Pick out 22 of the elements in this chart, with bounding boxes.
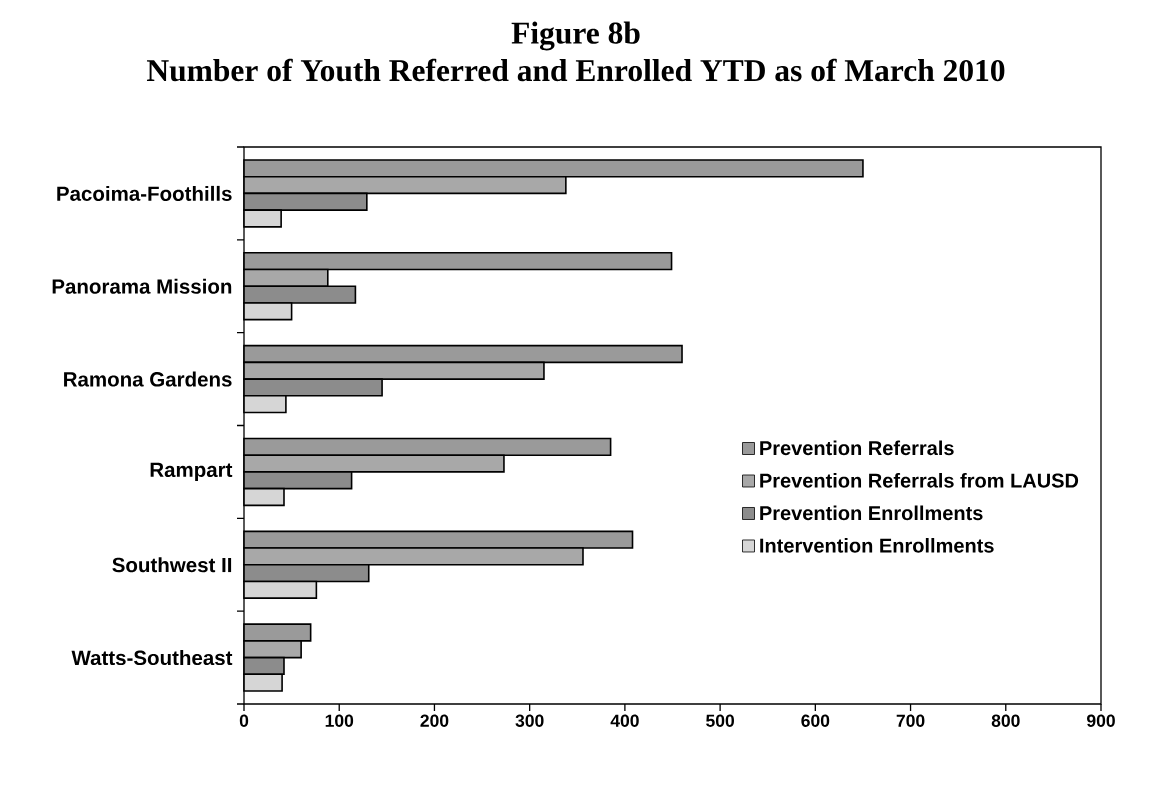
y-tick-label: Southwest II [112, 557, 232, 573]
x-tick-label: 600 [801, 714, 830, 727]
x-tick-label: 100 [325, 714, 354, 727]
legend-label: Intervention Enrollments [760, 537, 994, 553]
x-tick-label: 400 [610, 714, 639, 727]
x-tick-label: 200 [420, 714, 449, 727]
x-tick-label: 0 [239, 714, 249, 727]
legend-label: Prevention Referrals [760, 440, 954, 456]
y-tick-label: Panorama Mission [52, 278, 232, 294]
y-tick-label: Watts-Southeast [71, 650, 233, 666]
y-tick-label: Ramona Gardens [64, 371, 232, 387]
legend-label: Prevention Referrals from LAUSD [760, 473, 1079, 488]
y-tick-label: Pacoima-Foothills [57, 185, 232, 201]
chart-title: Figure 8b [511, 21, 640, 51]
x-tick-label: 800 [991, 714, 1020, 727]
x-tick-label: 700 [896, 714, 925, 727]
x-tick-label: 500 [706, 714, 734, 727]
chart-subtitle: Number of Youth Referred and Enrolled YTD as of March 2010 [146, 58, 1005, 82]
y-tick-label: Rampart [150, 462, 233, 482]
legend-label: Prevention Enrollments [760, 505, 983, 521]
x-tick-label: 300 [515, 714, 544, 727]
x-tick-label: 900 [1087, 714, 1115, 727]
